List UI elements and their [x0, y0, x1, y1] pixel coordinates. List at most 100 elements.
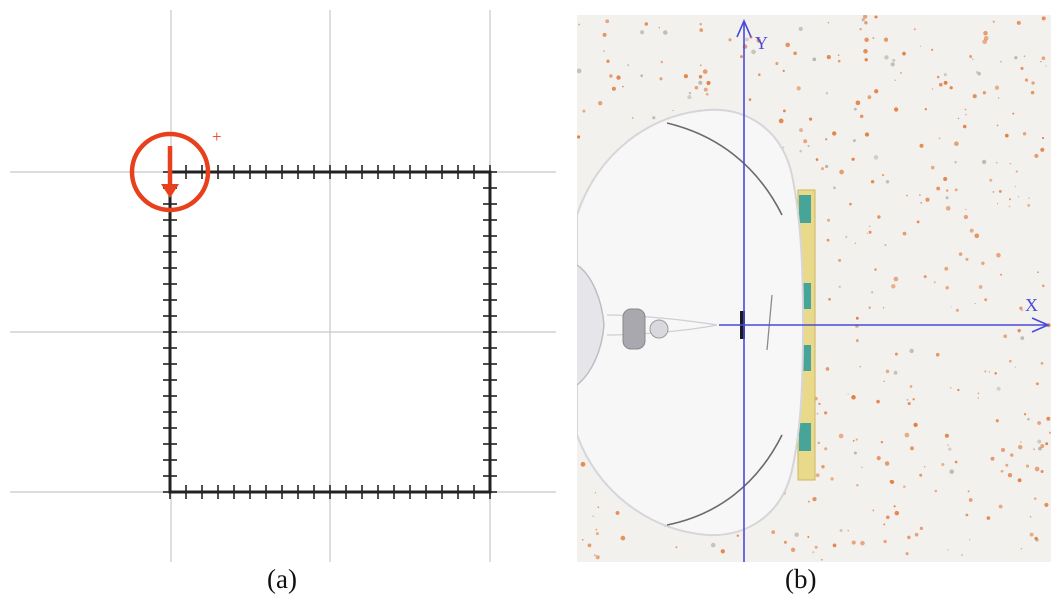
- floor-speck: [821, 558, 823, 561]
- floor-speck: [1003, 334, 1008, 339]
- floor-speck: [948, 447, 952, 451]
- floor-speck: [965, 113, 967, 116]
- floor-speck: [894, 79, 897, 82]
- floor-speck: [969, 228, 974, 233]
- floor-speck: [598, 101, 603, 106]
- floor-speck: [884, 244, 887, 247]
- floor-speck: [931, 48, 934, 51]
- floor-speck: [998, 504, 1003, 509]
- floor-speck: [825, 92, 829, 95]
- floor-speck: [990, 456, 995, 461]
- floor-speck: [868, 230, 872, 234]
- floor-speck: [977, 71, 981, 76]
- floor-speck: [859, 365, 862, 368]
- floor-speck: [854, 107, 857, 111]
- floor-speck: [919, 45, 922, 47]
- floor-speck: [909, 348, 914, 354]
- floor-speck: [974, 302, 976, 305]
- floor-speck: [852, 139, 856, 143]
- floor-speck: [1037, 421, 1041, 425]
- floor-speck: [902, 231, 907, 236]
- floor-speck: [902, 51, 906, 56]
- floor-speck: [595, 528, 598, 531]
- floor-speck: [1014, 185, 1017, 188]
- floor-speck: [995, 419, 999, 423]
- floor-speck: [838, 433, 844, 439]
- floor-speck: [838, 258, 842, 262]
- floor-speck: [807, 500, 810, 503]
- floor-speck: [889, 480, 893, 483]
- floor-speck: [881, 174, 885, 177]
- floor-speck: [812, 551, 815, 554]
- floor-speck: [983, 30, 988, 36]
- floor-speck: [694, 85, 699, 90]
- floor-speck: [1014, 56, 1018, 60]
- floor-speck: [866, 232, 868, 235]
- floor-speck: [958, 252, 963, 256]
- floor-speck: [1008, 198, 1012, 201]
- robot-body: [577, 108, 805, 537]
- floor-speck: [1042, 284, 1045, 288]
- floor-speck: [1037, 439, 1042, 444]
- floor-speck: [1041, 56, 1046, 61]
- caption-a: (a): [267, 564, 297, 594]
- floor-speck: [782, 69, 785, 72]
- floor-speck: [1020, 309, 1024, 312]
- floor-speck: [883, 37, 889, 42]
- floor-speck: [1034, 536, 1038, 541]
- floor-speck: [933, 281, 936, 284]
- floor-speck: [705, 92, 709, 96]
- floor-speck: [595, 532, 599, 536]
- floor-speck: [910, 446, 914, 451]
- floor-speck: [1010, 453, 1014, 457]
- floor-speck: [977, 397, 980, 399]
- floor-speck: [815, 158, 819, 161]
- grid-lines: [10, 10, 556, 562]
- floor-speck: [581, 538, 584, 541]
- floor-speck: [950, 387, 952, 389]
- floor-speck: [893, 107, 899, 112]
- floor-speck: [954, 141, 959, 147]
- floor-speck: [808, 117, 813, 121]
- floor-speck: [1014, 366, 1017, 368]
- floor-speck: [874, 268, 877, 271]
- floor-speck: [872, 509, 875, 512]
- floor-speck: [964, 108, 967, 111]
- floor-speck: [826, 238, 830, 242]
- floor-speck: [854, 242, 856, 244]
- floor-speck: [945, 196, 949, 200]
- floor-speck: [876, 456, 881, 461]
- floor-speck: [936, 75, 940, 79]
- floor-speck: [652, 116, 656, 120]
- floor-speck: [803, 139, 808, 144]
- floor-speck: [1015, 170, 1018, 173]
- floor-speck: [1017, 478, 1022, 483]
- floor-speck: [859, 114, 864, 119]
- floor-speck: [894, 352, 898, 356]
- floor-speck: [616, 75, 621, 80]
- floor-speck: [903, 485, 906, 488]
- floor-speck: [1008, 359, 1012, 363]
- x-axis-arrow-icon: [1031, 317, 1050, 333]
- floor-speck: [818, 402, 821, 406]
- floor-speck: [867, 95, 872, 100]
- floor-speck: [919, 473, 923, 477]
- floor-speck: [838, 285, 841, 288]
- floor-speck: [794, 532, 799, 537]
- floor-speck: [603, 50, 605, 52]
- floor-speck: [984, 298, 988, 302]
- floor-speck: [924, 108, 927, 111]
- floor-speck: [943, 80, 948, 85]
- floor-speck: [1040, 60, 1042, 63]
- y-axis-arrow-icon: [736, 19, 752, 38]
- floor-speck: [1029, 532, 1034, 537]
- floor-speck: [912, 398, 915, 401]
- floor-speck: [824, 447, 828, 451]
- robot-front-panel: [577, 264, 605, 386]
- floor-speck: [893, 505, 896, 508]
- robot-position-marker: [129, 131, 211, 213]
- floor-speck: [799, 128, 803, 133]
- floor-speck: [793, 51, 797, 56]
- floor-speck: [1044, 502, 1049, 507]
- floor-speck: [620, 535, 626, 541]
